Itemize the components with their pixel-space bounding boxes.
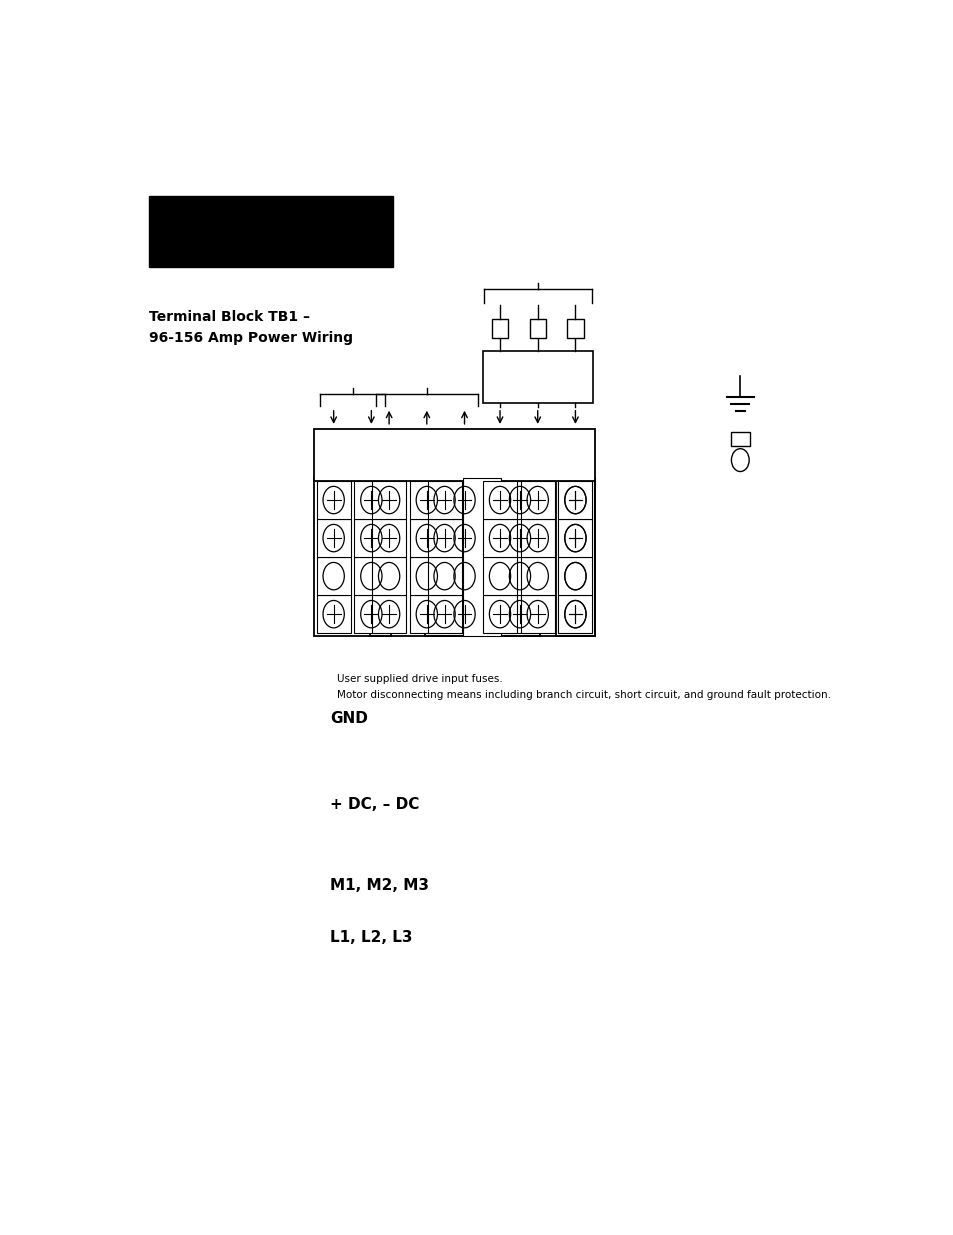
Bar [482,482,517,519]
Bar [410,482,443,519]
Bar [567,320,583,338]
Bar [482,557,517,595]
Bar [502,595,537,634]
Bar [502,519,537,557]
Text: 96-156 Amp Power Wiring: 96-156 Amp Power Wiring [149,331,353,345]
Bar [462,478,500,636]
Bar [427,595,461,634]
Bar [730,431,749,446]
Bar [558,557,592,595]
Bar [149,196,393,267]
Bar [520,482,554,519]
Bar [424,478,539,636]
Bar [314,478,391,636]
Text: User supplied drive input fuses.: User supplied drive input fuses. [337,674,502,684]
Circle shape [731,448,748,472]
Bar [502,557,537,595]
Bar [410,519,443,557]
Bar [314,429,595,482]
Text: + DC, – DC: + DC, – DC [330,797,419,811]
Bar [410,557,443,595]
Bar [558,519,592,557]
Bar [427,482,461,519]
Bar [558,557,592,595]
Bar [492,320,508,338]
Text: M1, M2, M3: M1, M2, M3 [330,878,429,893]
Bar [354,519,388,557]
Text: L1, L2, L3: L1, L2, L3 [330,930,412,945]
Bar [447,595,481,634]
Bar [427,557,461,595]
Bar [372,519,406,557]
Bar [316,595,351,634]
Bar [354,595,388,634]
Bar [316,519,351,557]
Bar [502,482,537,519]
Bar [410,595,443,634]
Bar [447,482,481,519]
Bar [372,557,406,595]
Bar [372,595,406,634]
Bar [354,557,388,595]
Text: Terminal Block TB1 –: Terminal Block TB1 – [149,310,310,324]
Bar [372,482,406,519]
Bar [558,482,592,519]
Text: Motor disconnecting means including branch circuit, short circuit, and ground fa: Motor disconnecting means including bran… [337,690,830,700]
Bar [316,557,351,595]
Bar [558,595,592,634]
Bar [520,557,554,595]
Bar [520,595,554,634]
Bar [556,478,595,636]
Bar [369,478,483,636]
Bar [482,595,517,634]
Bar [482,519,517,557]
Bar [354,482,388,519]
Bar [427,519,461,557]
Bar [480,478,595,636]
Bar [447,519,481,557]
Bar [558,482,592,519]
Bar [447,557,481,595]
Bar [558,519,592,557]
Bar [482,351,592,403]
Bar [529,320,545,338]
Text: GND: GND [330,711,368,726]
Bar [316,482,351,519]
Bar [520,519,554,557]
Bar [558,595,592,634]
